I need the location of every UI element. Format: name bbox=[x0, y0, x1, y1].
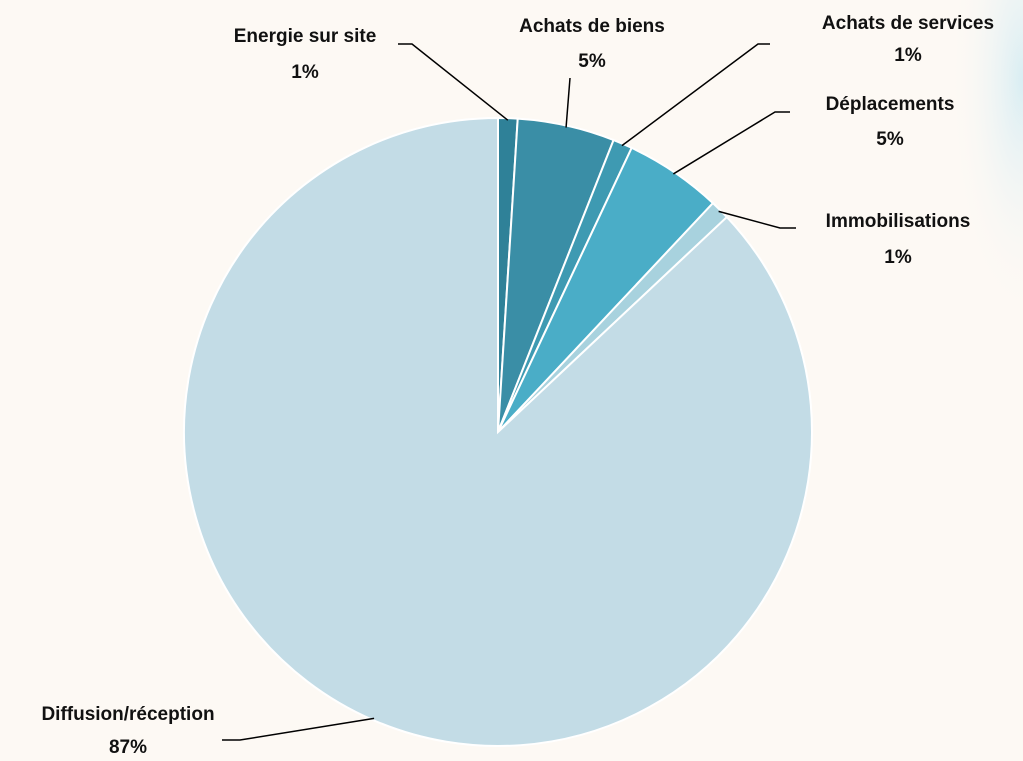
leader-line bbox=[222, 717, 375, 741]
slice-value-label: 5% bbox=[578, 51, 606, 72]
slice-label: Diffusion/réception bbox=[41, 704, 214, 725]
slice-label: Energie sur site bbox=[234, 26, 377, 47]
slice-label: Achats de services bbox=[822, 13, 994, 34]
slice-value-label: 1% bbox=[884, 247, 912, 268]
slice-label: Immobilisations bbox=[826, 211, 971, 232]
slice-value-label: 1% bbox=[291, 62, 319, 83]
slice-value-label: 1% bbox=[894, 45, 922, 66]
slice-label: Achats de biens bbox=[519, 16, 665, 37]
leader-line bbox=[565, 77, 571, 128]
leader-line bbox=[621, 43, 770, 147]
slice-value-label: 5% bbox=[876, 129, 904, 150]
leader-line bbox=[672, 111, 790, 175]
pie-slice bbox=[183, 116, 813, 747]
slice-label: Déplacements bbox=[826, 94, 955, 115]
slice-value-label: 87% bbox=[109, 737, 147, 758]
leader-line bbox=[718, 210, 796, 229]
leader-line bbox=[398, 43, 509, 121]
glow bbox=[900, 0, 1023, 400]
